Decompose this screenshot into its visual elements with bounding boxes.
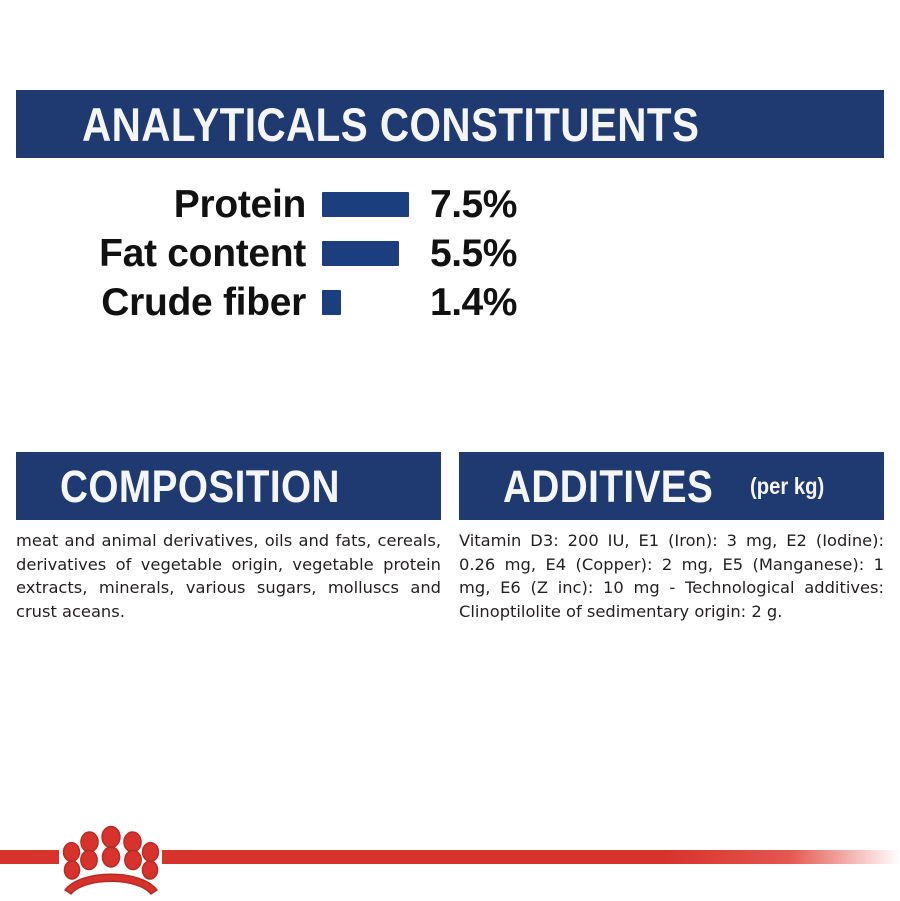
analyticals-row-label: Protein (173, 183, 307, 226)
analyticals-row: Protein 7.5% (0, 180, 900, 229)
analyticals-header-title: ANALYTICALS CONSTITUENTS (82, 97, 700, 151)
composition-panel: COMPOSITION meat and animal derivatives,… (16, 452, 441, 623)
composition-header-banner: COMPOSITION (16, 452, 441, 520)
analyticals-row-label: Crude fiber (101, 281, 306, 324)
analyticals-row-value: 1.4% (430, 281, 517, 324)
additives-panel: ADDITIVES (per kg) Vitamin D3: 200 IU, E… (459, 452, 884, 623)
analyticals-rows: Protein 7.5% Fat content 5.5% Crude fibe… (0, 180, 900, 327)
detail-panels: COMPOSITION meat and animal derivatives,… (16, 452, 884, 623)
analyticals-bar-track (322, 290, 422, 315)
footer-brand-bar (0, 824, 900, 900)
royal-canin-crown-icon (59, 824, 163, 896)
additives-header-banner: ADDITIVES (per kg) (459, 452, 884, 520)
analyticals-header-banner: ANALYTICALS CONSTITUENTS (16, 90, 884, 158)
composition-body-text: meat and animal derivatives, oils and fa… (16, 531, 441, 621)
analyticals-row-label: Fat content (99, 232, 306, 275)
analyticals-row-value: 7.5% (430, 183, 517, 226)
analyticals-bar (322, 192, 409, 217)
analyticals-row: Fat content 5.5% (0, 229, 900, 278)
additives-body-text: Vitamin D3: 200 IU, E1 (Iron): 3 mg, E2 … (459, 531, 884, 621)
analyticals-bar (322, 290, 341, 315)
analyticals-row: Crude fiber 1.4% (0, 278, 900, 327)
additives-header-title: ADDITIVES (503, 460, 714, 512)
analyticals-row-value: 5.5% (430, 232, 517, 275)
additives-header-unit: (per kg) (749, 472, 824, 499)
composition-header-title: COMPOSITION (60, 460, 340, 512)
brand-rule-right (162, 850, 900, 864)
analyticals-bar-track (322, 241, 422, 266)
analyticals-bar-track (322, 192, 422, 217)
analyticals-bar (322, 241, 399, 266)
brand-rule-left (0, 850, 59, 864)
